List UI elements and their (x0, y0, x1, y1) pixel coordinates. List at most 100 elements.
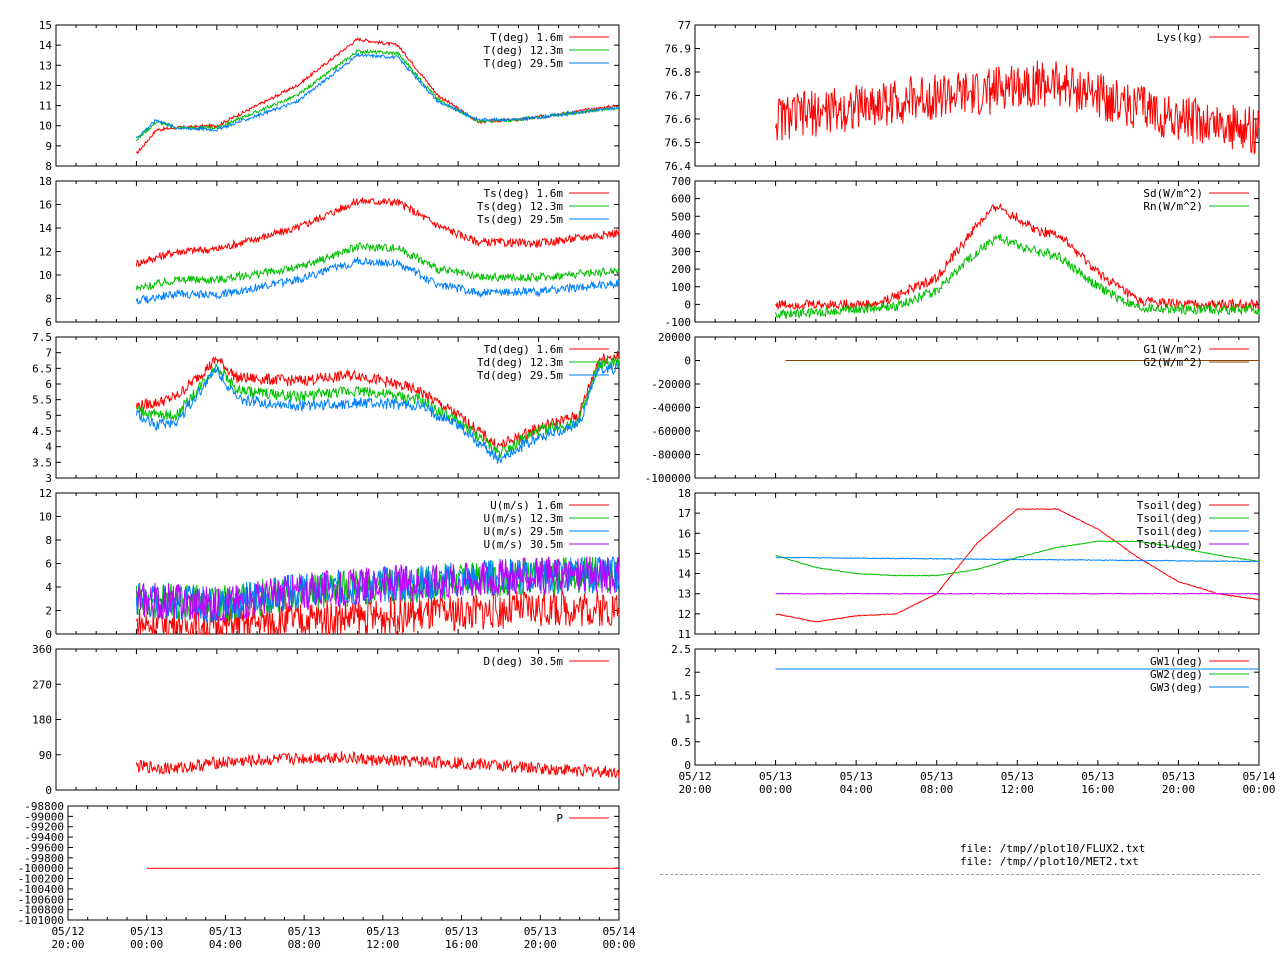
y-tick-label: 14 (678, 568, 692, 581)
legend-label: T(deg) 29.5m (484, 57, 564, 70)
plot-frame (694, 24, 1260, 167)
y-tick-label: 12 (39, 79, 52, 92)
series-line (135, 750, 620, 779)
y-tick-label: 76.8 (665, 66, 692, 79)
file-name-met: file: /tmp//plot10/MET2.txt (960, 855, 1139, 868)
y-tick-label: 11 (678, 628, 691, 641)
x-tick-label-date: 05/13 (130, 925, 163, 938)
legend-label: Td(deg) 1.6m (484, 343, 564, 356)
x-tick-label-time: 16:00 (1081, 783, 1114, 796)
x-tick-label-time: 12:00 (1001, 783, 1034, 796)
legend-label: Ts(deg) 29.5m (477, 213, 563, 226)
y-tick-label: 8 (45, 534, 52, 547)
x-tick-label-date: 05/12 (678, 770, 711, 783)
y-tick-label: -20000 (651, 378, 691, 391)
y-tick-label: 11 (39, 100, 52, 113)
y-tick-label: 77 (678, 19, 691, 32)
y-tick-label: 18 (678, 487, 691, 500)
y-tick-label: 14 (39, 222, 53, 235)
y-tick-label: 700 (671, 175, 691, 188)
x-tick-label-time: 16:00 (445, 938, 478, 951)
series-line (135, 197, 620, 268)
series-line (135, 362, 620, 464)
x-tick-label-time: 20:00 (1162, 783, 1195, 796)
series-line (135, 589, 620, 636)
x-tick-label-time: 20:00 (51, 938, 84, 951)
series-line (135, 556, 620, 623)
series-line (135, 36, 620, 155)
x-tick-label-time: 00:00 (1242, 783, 1275, 796)
legend-label: Ts(deg) 12.3m (477, 200, 563, 213)
x-tick-label-time: 12:00 (366, 938, 399, 951)
x-tick-label-date: 05/13 (288, 925, 321, 938)
y-tick-label: 8 (45, 160, 52, 173)
y-tick-label: 10 (39, 269, 52, 282)
y-tick-label: 0 (45, 784, 52, 797)
y-tick-label: 200 (671, 263, 691, 276)
y-tick-label: 100 (671, 281, 691, 294)
series-line (775, 233, 1260, 320)
y-tick-label: 3 (45, 472, 52, 485)
chart-right-2: -100 0 100 200 300 400 500 600 700 Sd(W/m^2)Rn(W/… (665, 175, 1260, 329)
y-tick-label: 12 (678, 608, 691, 621)
chart-right-4: 1112131415161718Tsoil(deg)Tsoil(deg)Tsoi… (678, 487, 1260, 641)
y-tick-label: -100200 (18, 873, 64, 886)
y-tick-label: 76.9 (665, 43, 692, 56)
chart-left-6: -101000-100800-100600-100400-100200-1000… (18, 800, 636, 951)
series-line (775, 540, 1260, 577)
x-tick-label-date: 05/14 (602, 925, 635, 938)
y-tick-label: 9 (45, 140, 52, 153)
y-tick-label: -100800 (18, 904, 64, 917)
y-tick-label: 5 (45, 409, 52, 422)
y-tick-label: -100 (665, 316, 692, 329)
chart-left-1: 8 9 10 11 12 13 14 15 T(deg) 1.6mT(deg) 12.3mT(d… (39, 19, 620, 173)
y-tick-label: 76.4 (665, 160, 692, 173)
x-tick-label-date: 05/13 (209, 925, 242, 938)
y-tick-label: 13 (39, 59, 52, 72)
y-tick-label: -100000 (18, 862, 64, 875)
legend-label: P (556, 812, 563, 825)
y-tick-label: 16 (39, 199, 52, 212)
y-tick-label: 10 (39, 511, 52, 524)
x-tick-label-date: 05/13 (524, 925, 557, 938)
legend-label: Td(deg) 12.3m (477, 356, 563, 369)
y-tick-label: 2.5 (671, 643, 691, 656)
series-line (775, 203, 1260, 311)
legend-label: Ts(deg) 1.6m (484, 187, 564, 200)
y-tick-label: 7 (45, 347, 52, 360)
y-tick-label: 0 (45, 628, 52, 641)
y-tick-label: -100400 (18, 883, 64, 896)
legend-label: Sd(W/m^2) (1143, 187, 1203, 200)
x-tick-label-date: 05/13 (759, 770, 792, 783)
chart-left-5: 0 90 180 270 360 D(deg) 30.5m (32, 643, 620, 797)
y-tick-label: 13 (678, 588, 691, 601)
y-tick-label: 2 (45, 605, 52, 618)
x-tick-label-date: 05/13 (1001, 770, 1034, 783)
legend-label: G1(W/m^2) (1143, 343, 1203, 356)
y-tick-label: 0 (684, 355, 691, 368)
y-tick-label: -100000 (645, 472, 691, 485)
y-tick-label: 8 (45, 293, 52, 306)
y-tick-label: -99200 (24, 821, 64, 834)
legend-label: U(m/s) 29.5m (484, 525, 564, 538)
x-tick-label-date: 05/13 (840, 770, 873, 783)
y-tick-label: 1.5 (671, 689, 691, 702)
y-tick-label: 0 (684, 759, 691, 772)
y-tick-label: 15 (39, 19, 52, 32)
x-tick-label-time: 08:00 (288, 938, 321, 951)
x-tick-label-date: 05/13 (1081, 770, 1114, 783)
x-tick-label-date: 05/12 (51, 925, 84, 938)
legend-label: Rn(W/m^2) (1143, 200, 1203, 213)
legend-label: Lys(kg) (1157, 31, 1203, 44)
y-tick-label: 600 (671, 193, 691, 206)
chart-left-4: 0 2 4 6 8 10 12 U(m/s) 1.6mU(m/s) 12.3mU(m/s) 2… (39, 487, 620, 641)
series-line (775, 60, 1260, 155)
y-tick-label: 400 (671, 228, 691, 241)
series-line (135, 357, 620, 459)
y-tick-label: 0 (684, 298, 691, 311)
x-tick-label-date: 05/13 (1162, 770, 1195, 783)
y-tick-label: 12 (39, 246, 52, 259)
series-line (775, 556, 1260, 563)
series-line (135, 52, 620, 139)
